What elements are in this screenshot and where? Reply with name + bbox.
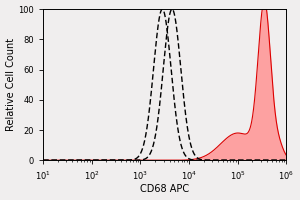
X-axis label: CD68 APC: CD68 APC xyxy=(140,184,189,194)
Y-axis label: Relative Cell Count: Relative Cell Count xyxy=(6,38,16,131)
